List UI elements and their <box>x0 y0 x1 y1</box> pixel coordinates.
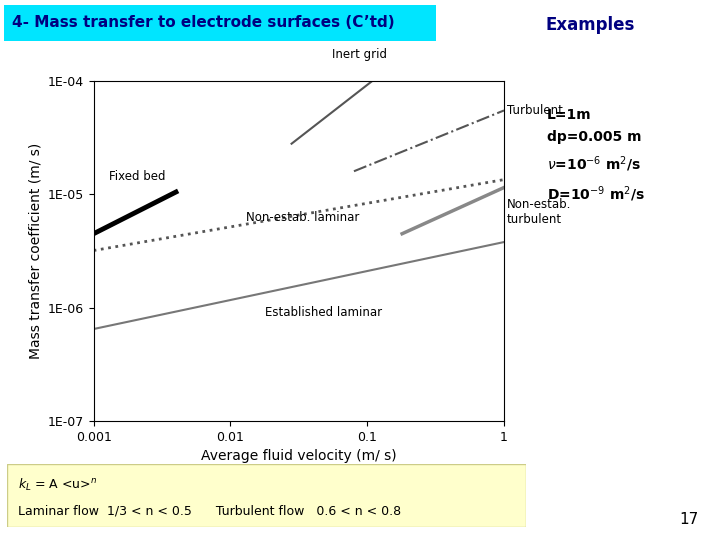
Text: Inert grid: Inert grid <box>332 48 387 61</box>
Text: Non-estab.
turbulent: Non-estab. turbulent <box>507 198 571 226</box>
X-axis label: Average fluid velocity (m/ s): Average fluid velocity (m/ s) <box>201 449 397 463</box>
Text: Turbulent: Turbulent <box>507 104 563 117</box>
Text: Established laminar: Established laminar <box>266 306 382 319</box>
Text: L=1m
dp=0.005 m
$\nu$=10$^{-6}$ m$^2$/s
D=10$^{-9}$ m$^2$/s: L=1m dp=0.005 m $\nu$=10$^{-6}$ m$^2$/s … <box>547 108 645 204</box>
Text: $k_L$ = A <u>$^n$: $k_L$ = A <u>$^n$ <box>17 477 97 493</box>
Text: Laminar flow  1/3 < n < 0.5      Turbulent flow   0.6 < n < 0.8: Laminar flow 1/3 < n < 0.5 Turbulent flo… <box>17 505 401 518</box>
Text: 4- Mass transfer to electrode surfaces (C’td): 4- Mass transfer to electrode surfaces (… <box>12 16 395 30</box>
Text: Examples: Examples <box>546 16 635 33</box>
Text: Non-estab. laminar: Non-estab. laminar <box>246 211 359 224</box>
Y-axis label: Mass transfer coefficient (m/ s): Mass transfer coefficient (m/ s) <box>28 143 42 359</box>
Text: 17: 17 <box>679 512 698 527</box>
Text: Fixed bed: Fixed bed <box>109 171 166 184</box>
